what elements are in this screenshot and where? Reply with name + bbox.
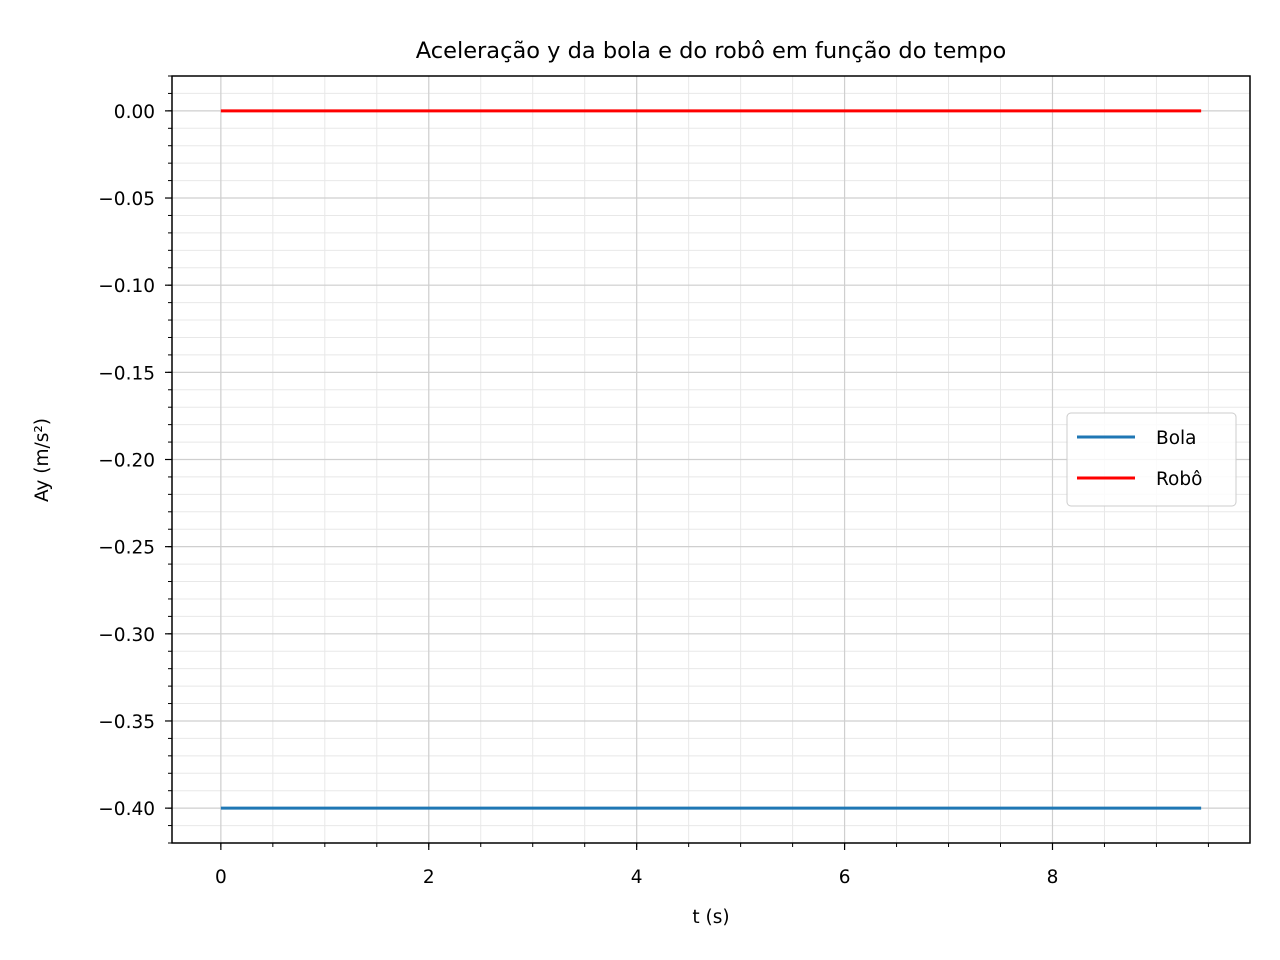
legend-label-bola: Bola bbox=[1156, 428, 1197, 449]
series-layer bbox=[220, 109, 1202, 810]
y-tick-label: −0.30 bbox=[98, 625, 155, 646]
legend-frame bbox=[1066, 412, 1237, 507]
x-tick-label: 4 bbox=[631, 867, 643, 888]
y-tick-label: −0.10 bbox=[98, 276, 155, 297]
y-axis-ticks: 0.00 −0.05 −0.10 −0.15 −0.20 −0.25 −0.30 −0.35 −… bbox=[98, 75, 172, 844]
x-axis-label: t (s) bbox=[692, 907, 729, 928]
y-tick-label: −0.35 bbox=[98, 712, 155, 733]
y-tick-label: −0.05 bbox=[98, 189, 155, 210]
x-tick-label: 0 bbox=[215, 867, 227, 888]
x-tick-label: 2 bbox=[423, 867, 435, 888]
legend-label-robo: Robô bbox=[1156, 469, 1202, 490]
legend: Bola Robô bbox=[1066, 412, 1237, 507]
y-tick-label: −0.15 bbox=[98, 363, 155, 384]
y-axis-label: Ay (m/s²) bbox=[32, 418, 53, 502]
y-tick-label: −0.40 bbox=[98, 799, 155, 820]
x-axis-ticks: 0 2 4 6 8 bbox=[215, 843, 1209, 888]
x-tick-label: 6 bbox=[839, 867, 851, 888]
y-tick-label: 0.00 bbox=[114, 102, 155, 123]
x-tick-label: 8 bbox=[1047, 867, 1059, 888]
y-tick-label: −0.25 bbox=[98, 538, 155, 559]
chart-title: Aceleração y da bola e do robô em função… bbox=[416, 38, 1007, 64]
y-tick-label: −0.20 bbox=[98, 451, 155, 472]
